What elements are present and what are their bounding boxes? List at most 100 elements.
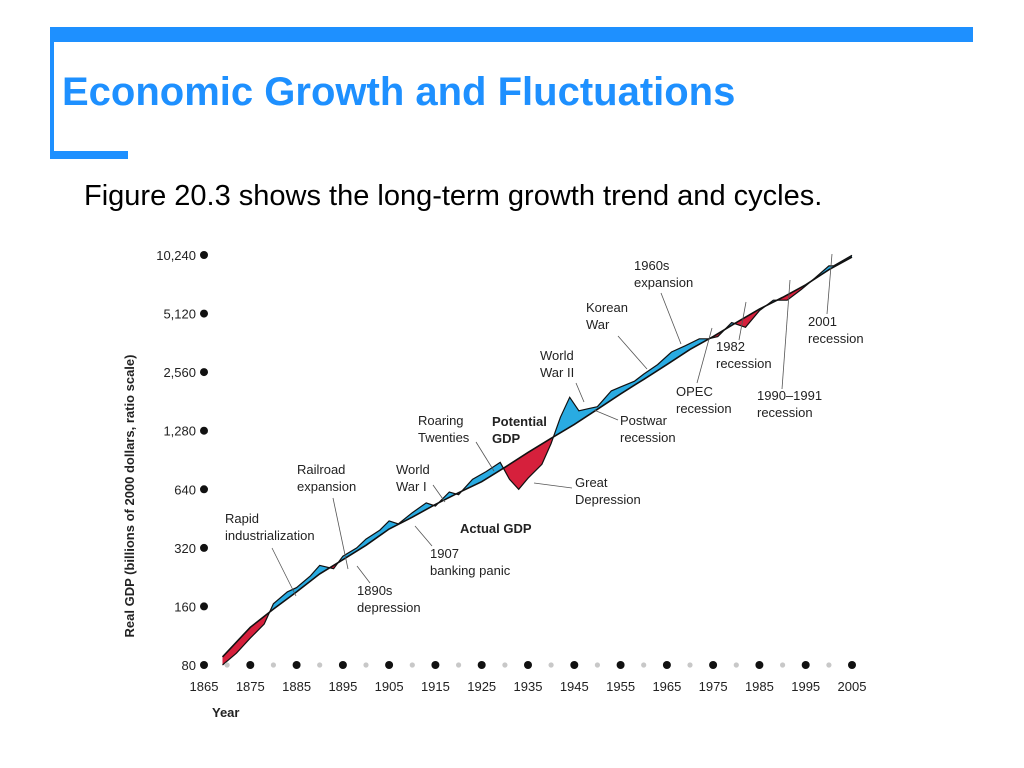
y-tick-dot <box>200 485 208 494</box>
x-tick-label: 1965 <box>652 679 681 694</box>
x-tick-label: 1985 <box>745 679 774 694</box>
x-tick-dot <box>662 661 671 669</box>
x-tick-label: 2005 <box>838 679 867 694</box>
potential-gdp-line <box>221 256 853 658</box>
x-minor-tick-dot <box>270 662 276 668</box>
potential-gdp-label-line: GDP <box>492 431 521 446</box>
annotation-leader-line <box>332 497 349 570</box>
annotation-label: Depression <box>575 492 641 507</box>
x-axis-ticks: 1865 1875 1885 1895 1905 1915 1925 1935 1945 1955… <box>190 661 867 694</box>
annotation-label: recession <box>716 356 772 371</box>
x-tick-dot <box>709 661 718 669</box>
annotation-leader-line <box>575 382 585 403</box>
annotation-label: 1960s <box>634 258 670 273</box>
annotation-label: 1990–1991 <box>757 388 822 403</box>
chart-annotations: Rapid industrialization Railroad expansion 1… <box>225 253 864 615</box>
slide-subtitle: Figure 20.3 shows the long-term growth t… <box>84 180 823 212</box>
annotation-label: War <box>586 317 610 332</box>
x-tick-dot <box>385 661 394 669</box>
x-tick-dot <box>755 661 764 669</box>
x-minor-tick-dot <box>456 662 462 668</box>
x-tick-label: 1865 <box>190 679 219 694</box>
potential-gdp-label-line: Potential <box>492 414 547 429</box>
y-axis-ticks: 80 160 320 640 1,280 2,560 5,120 10,240 <box>156 248 208 673</box>
x-tick-label: 1975 <box>699 679 728 694</box>
annotation-label: expansion <box>634 275 693 290</box>
x-tick-dot <box>616 661 625 669</box>
annotation-leader-line <box>593 409 619 421</box>
y-tick-dot <box>200 426 208 435</box>
x-tick-dot <box>570 661 579 669</box>
annotation-label: recession <box>620 430 676 445</box>
x-minor-tick-dot <box>826 662 832 668</box>
annotation-leader-line <box>432 484 446 503</box>
x-tick-label: 1995 <box>791 679 820 694</box>
y-tick-dot <box>200 602 208 611</box>
annotation-leader-line <box>414 525 433 547</box>
annotation-label: recession <box>808 331 864 346</box>
y-tick-label: 80 <box>182 658 196 673</box>
recession-area <box>222 612 269 665</box>
x-tick-dot <box>292 661 301 669</box>
x-minor-tick-dot <box>317 662 323 668</box>
annotation-label: Twenties <box>418 430 470 445</box>
x-tick-label: 1915 <box>421 679 450 694</box>
annotation-label: Postwar <box>620 413 668 428</box>
annotation-leader-line <box>696 327 713 384</box>
annotation-label: Railroad <box>297 462 345 477</box>
x-minor-tick-dot <box>733 662 739 668</box>
x-tick-label: 1885 <box>282 679 311 694</box>
y-axis-label: Real GDP (billions of 2000 dollars, rati… <box>122 355 137 638</box>
x-minor-tick-dot <box>594 662 601 668</box>
annotation-leader-line <box>475 441 495 472</box>
x-tick-dot <box>477 661 486 669</box>
cycle-fills <box>222 255 852 665</box>
annotation-leader-line <box>738 301 747 341</box>
x-tick-dot <box>524 661 532 669</box>
y-tick-dot <box>200 543 208 552</box>
potential-gdp-label: Potential GDP <box>492 414 547 446</box>
annotation-label: recession <box>757 405 813 420</box>
x-minor-tick-dot <box>224 662 230 668</box>
annotation-label: Roaring <box>418 413 464 428</box>
x-minor-tick-dot <box>641 662 647 668</box>
x-tick-dot <box>338 661 347 669</box>
annotation-leader-line <box>826 253 833 315</box>
annotation-label: recession <box>676 401 732 416</box>
annotation-label: Rapid <box>225 511 259 526</box>
annotation-leader-line <box>781 279 791 390</box>
annotation-leader-line <box>533 482 573 489</box>
x-tick-label: 1935 <box>514 679 543 694</box>
x-axis-label: Year <box>212 705 239 720</box>
y-tick-label: 2,560 <box>163 365 196 380</box>
title-accent-bar-left <box>50 27 54 159</box>
x-tick-dot <box>848 661 856 669</box>
annotation-label: depression <box>357 600 421 615</box>
annotation-label: Great <box>575 475 608 490</box>
expansion-area <box>460 462 503 493</box>
y-tick-label: 320 <box>174 541 196 556</box>
x-minor-tick-dot <box>780 662 786 668</box>
annotation-label: World <box>540 348 574 363</box>
y-tick-dot <box>200 368 208 377</box>
x-tick-label: 1925 <box>467 679 496 694</box>
y-tick-label: 1,280 <box>163 424 196 439</box>
y-tick-dot <box>200 251 208 259</box>
actual-gdp-label: Actual GDP <box>460 521 532 536</box>
x-minor-tick-dot <box>363 662 369 668</box>
annotation-label: Korean <box>586 300 628 315</box>
gdp-lines <box>221 254 853 666</box>
y-tick-dot <box>200 309 208 318</box>
x-tick-label: 1875 <box>236 679 265 694</box>
x-minor-tick-dot <box>409 662 415 668</box>
x-tick-dot <box>801 661 810 669</box>
x-tick-label: 1895 <box>328 679 357 694</box>
annotation-leader-line <box>356 565 371 584</box>
actual-gdp-line <box>222 254 853 666</box>
annotation-label: 1907 <box>430 546 459 561</box>
x-tick-label: 1945 <box>560 679 589 694</box>
annotation-label: 1890s <box>357 583 393 598</box>
x-tick-dot <box>431 661 440 669</box>
annotation-label: industrialization <box>225 528 315 543</box>
